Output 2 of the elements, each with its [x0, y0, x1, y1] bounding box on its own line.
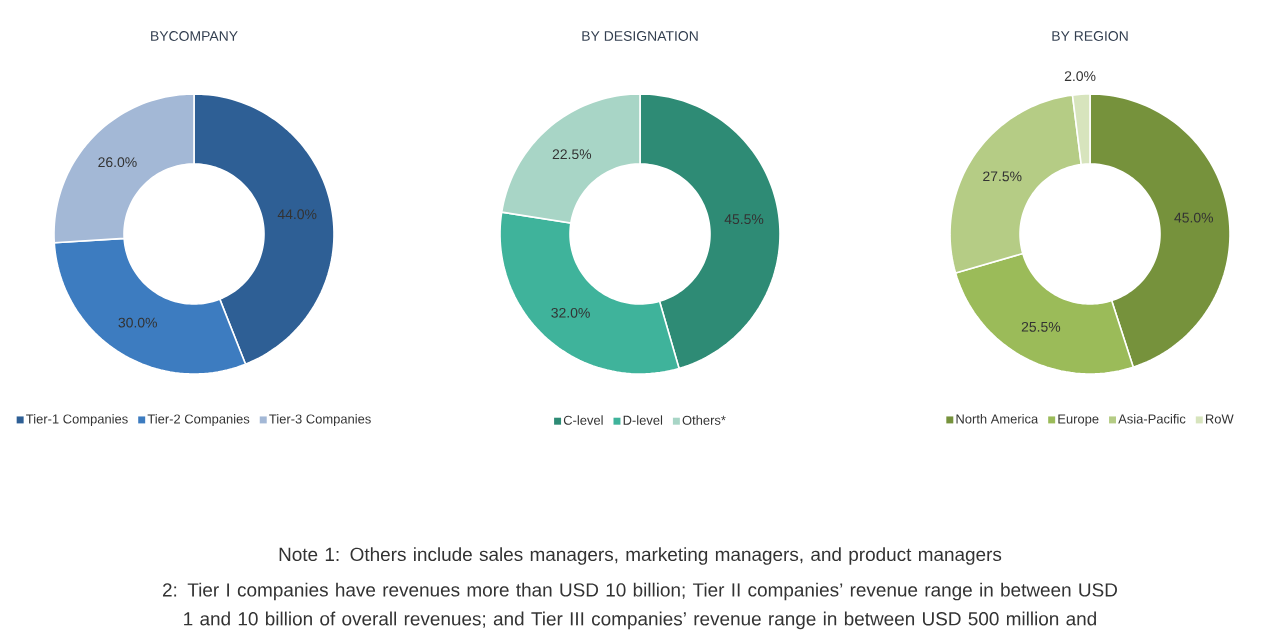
text: Note 1: Others include sales managers, marketing managers, and product managers	[279, 547, 1002, 565]
text: 2: Tier I companies have revenues more than USD 10 billion; Tier II companies’ revenue range in between USD 1 and 10 billion of overall revenues; and Tier III companies’ revenue range in between USD 500 million and	[162, 582, 1117, 630]
